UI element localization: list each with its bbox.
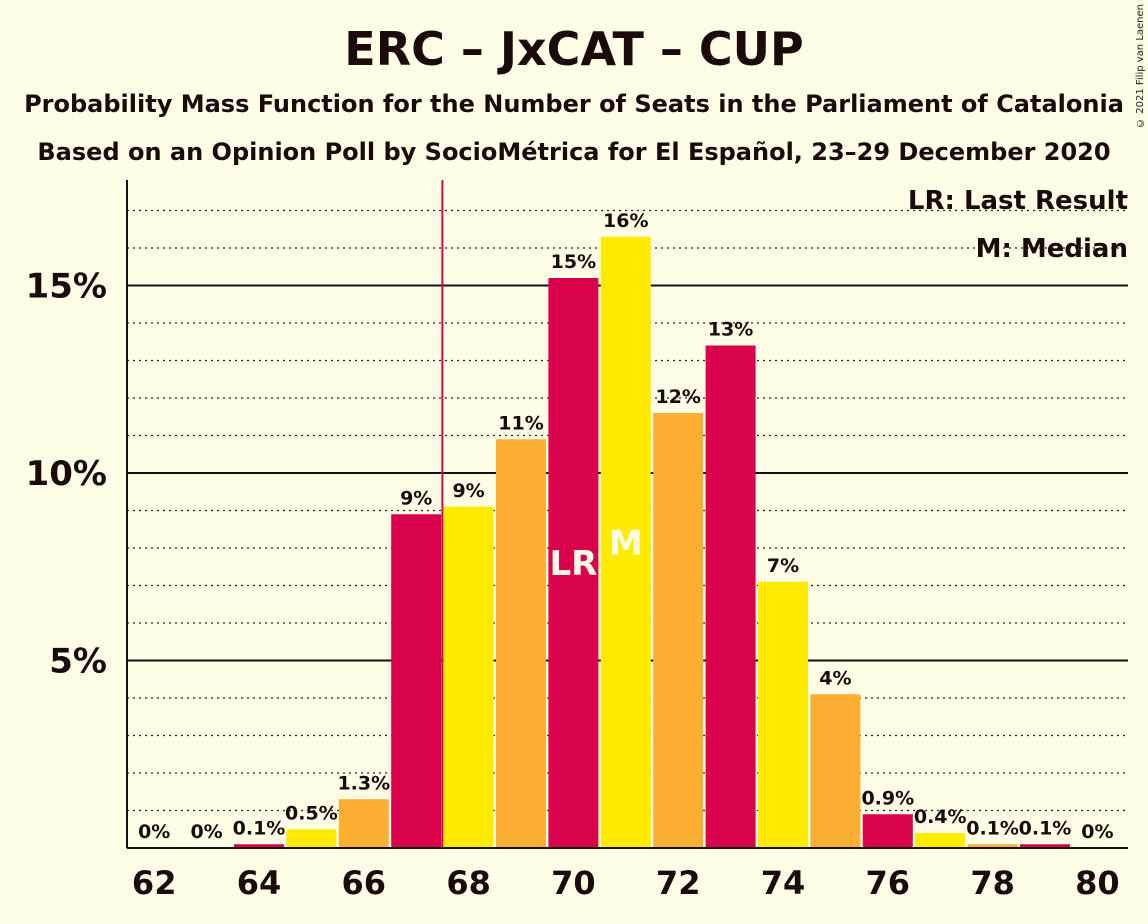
data-label: 4% bbox=[819, 667, 851, 689]
bar-mark-m: M bbox=[609, 523, 643, 563]
bar-seats-69 bbox=[496, 439, 546, 848]
bar-seats-64 bbox=[234, 844, 284, 848]
legend-median: M: Median bbox=[975, 234, 1128, 264]
bar-seats-73 bbox=[705, 345, 756, 848]
x-tick-label: 68 bbox=[446, 864, 491, 902]
x-tick-label: 74 bbox=[761, 864, 806, 902]
data-label: 9% bbox=[452, 480, 484, 502]
bar-seats-72 bbox=[653, 413, 704, 848]
data-label: 9% bbox=[400, 487, 432, 509]
bar-seats-70 bbox=[548, 278, 599, 848]
data-label: 1.3% bbox=[337, 772, 390, 794]
x-tick-label: 80 bbox=[1075, 864, 1120, 902]
x-tick-label: 72 bbox=[656, 864, 701, 902]
chart-title: ERC – JxCAT – CUP bbox=[344, 22, 804, 76]
bar-seats-79 bbox=[1020, 844, 1070, 848]
x-tick-label: 62 bbox=[132, 864, 177, 902]
x-tick-label: 70 bbox=[551, 864, 596, 902]
data-label: 7% bbox=[767, 555, 799, 577]
x-tick-label: 78 bbox=[970, 864, 1015, 902]
data-label: 16% bbox=[603, 210, 648, 232]
chart-subtitle: Probability Mass Function for the Number… bbox=[24, 90, 1124, 118]
bar-seats-65 bbox=[286, 829, 337, 848]
chart-subtitle-source: Based on an Opinion Poll by SocioMétrica… bbox=[37, 138, 1111, 166]
bar-seats-71 bbox=[600, 236, 651, 848]
data-label: 13% bbox=[708, 319, 753, 341]
y-tick-label: 10% bbox=[26, 454, 107, 494]
x-tick-label: 76 bbox=[866, 864, 911, 902]
bar-seats-68 bbox=[443, 506, 494, 848]
bar-seats-76 bbox=[862, 814, 913, 848]
data-label: 0.5% bbox=[285, 802, 338, 824]
x-tick-label: 64 bbox=[237, 864, 282, 902]
data-label: 0% bbox=[1081, 821, 1113, 843]
data-label: 0.1% bbox=[966, 817, 1019, 839]
data-label: 0.1% bbox=[1019, 817, 1072, 839]
data-label: 15% bbox=[551, 251, 596, 273]
bar-mark-lr: LR bbox=[549, 544, 597, 584]
bar-seats-67 bbox=[391, 514, 442, 848]
data-label: 0.4% bbox=[914, 806, 967, 828]
data-label: 0% bbox=[190, 821, 222, 843]
data-label: 0% bbox=[138, 821, 170, 843]
bar-seats-66 bbox=[338, 799, 389, 848]
data-label: 0.9% bbox=[861, 787, 914, 809]
bar-seats-75 bbox=[810, 694, 861, 848]
y-tick-label: 15% bbox=[26, 267, 107, 307]
x-tick-label: 66 bbox=[342, 864, 387, 902]
data-label: 0.1% bbox=[233, 817, 286, 839]
bar-seats-78 bbox=[967, 844, 1018, 848]
data-label: 11% bbox=[498, 412, 543, 434]
bar-seats-77 bbox=[915, 833, 966, 848]
legend-last-result: LR: Last Result bbox=[907, 186, 1128, 216]
data-label: 12% bbox=[655, 386, 700, 408]
y-tick-label: 5% bbox=[49, 642, 107, 682]
bar-seats-74 bbox=[758, 581, 808, 848]
